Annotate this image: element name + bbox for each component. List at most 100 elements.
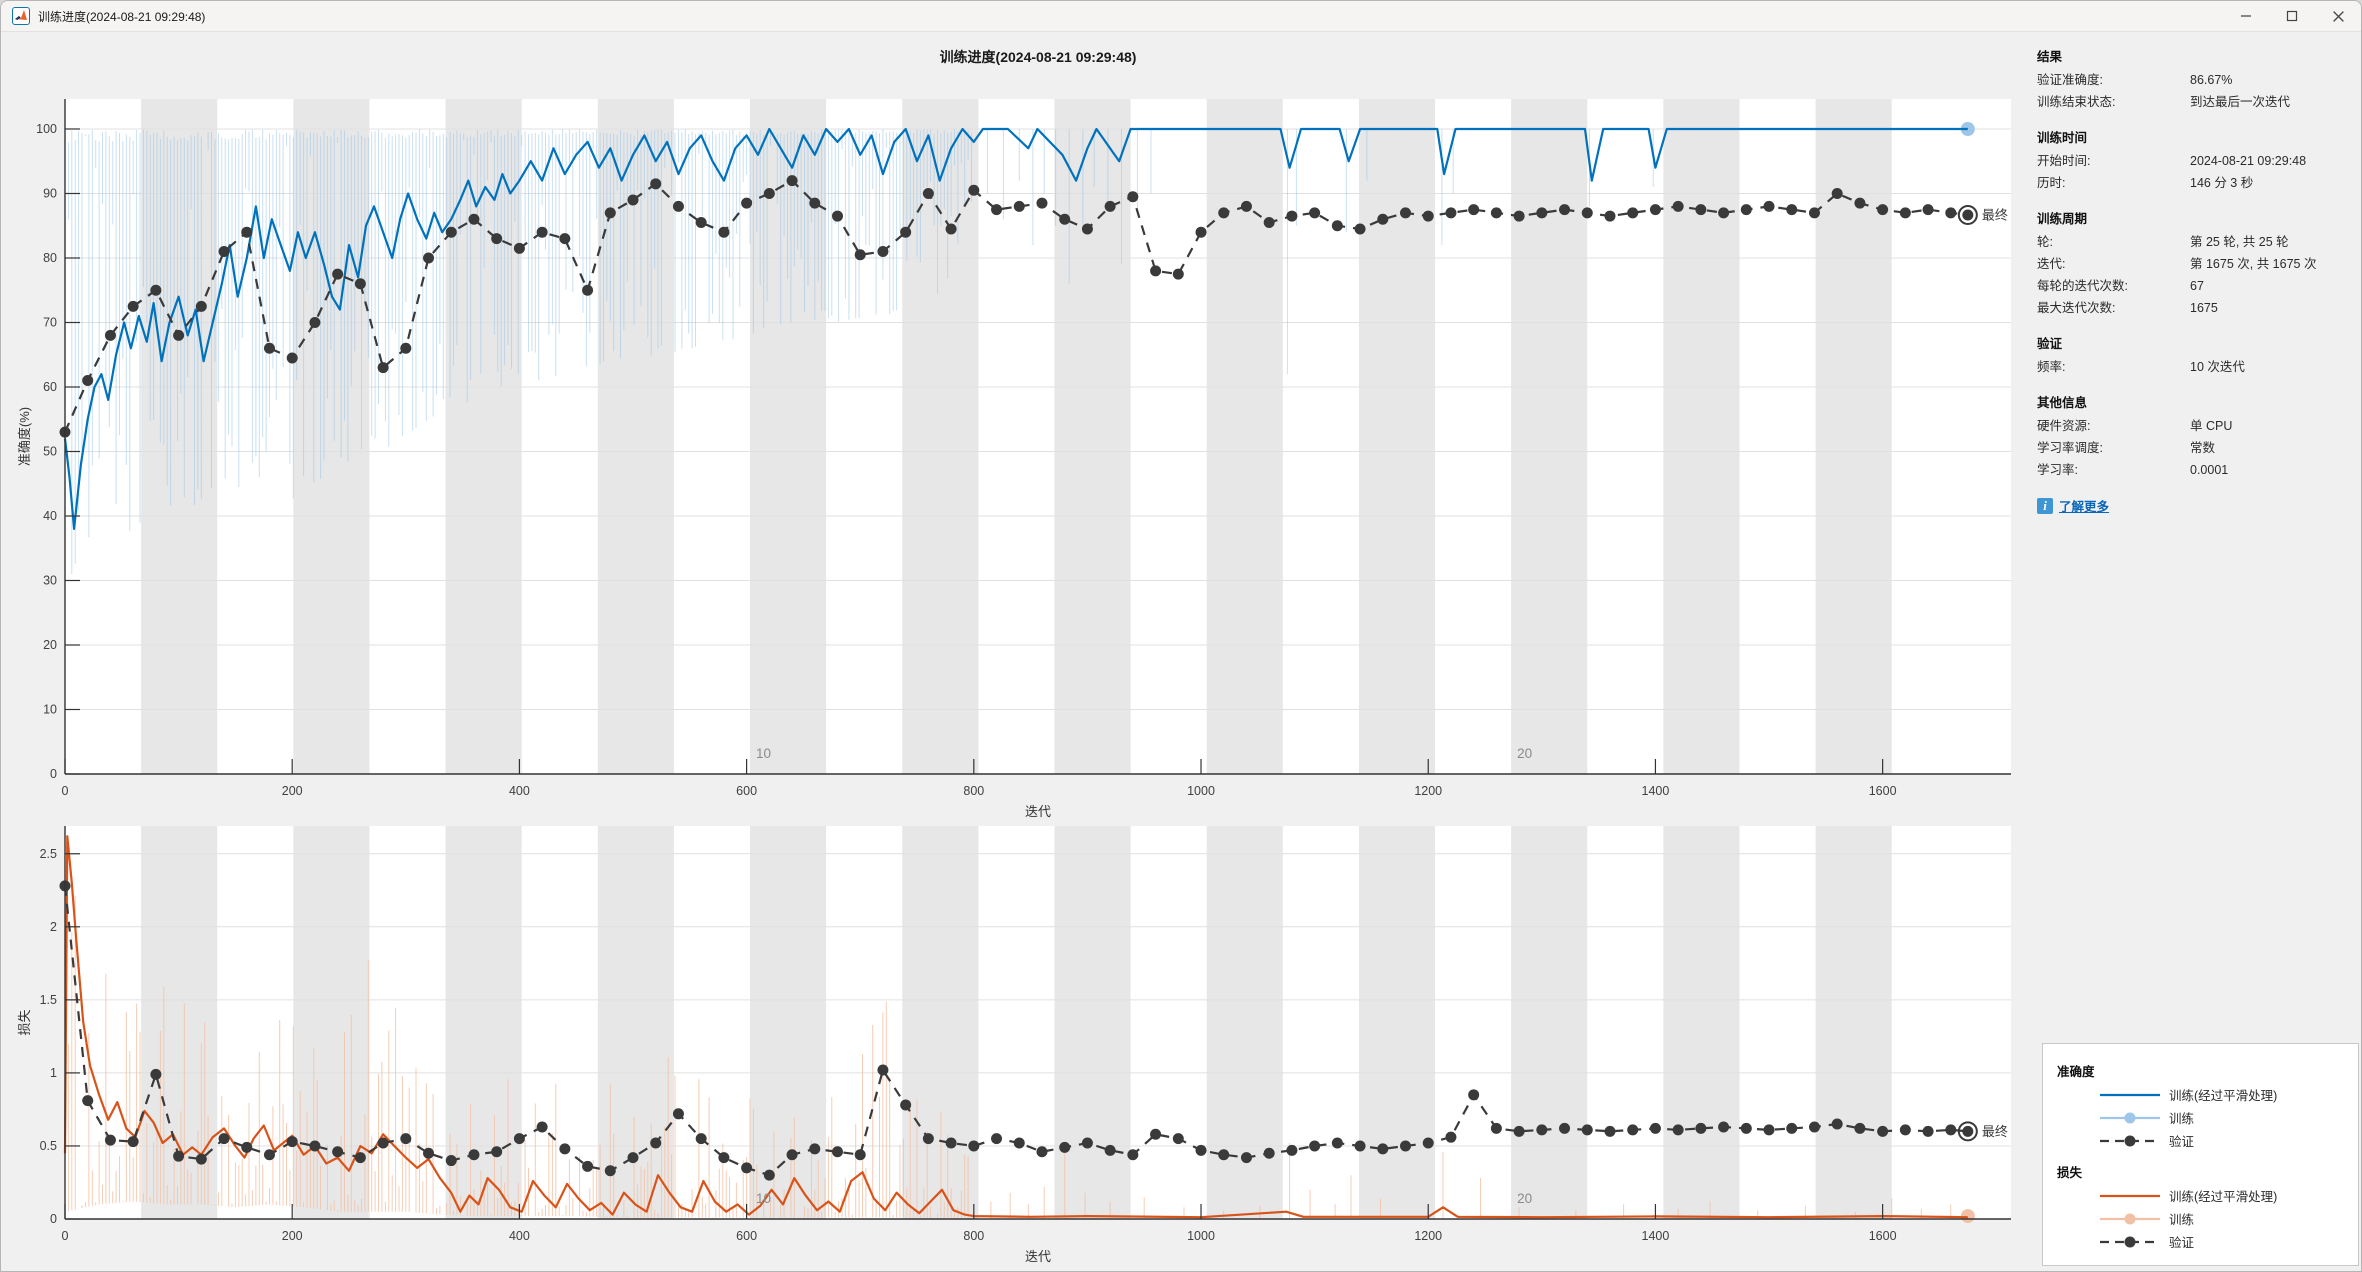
svg-text:0: 0 — [62, 784, 69, 798]
svg-text:最终: 最终 — [1982, 1124, 2008, 1139]
svg-text:迭代: 迭代 — [1025, 804, 1051, 819]
legend-item: 训练(经过平滑处理) — [2057, 1184, 2358, 1207]
panel-row-value: 到达最后一次迭代 — [2190, 95, 2291, 109]
minimize-button[interactable] — [2223, 2, 2269, 31]
svg-text:200: 200 — [282, 784, 303, 798]
svg-text:70: 70 — [43, 315, 57, 329]
legend-item: 训练 — [2057, 1207, 2358, 1230]
legend-item: 训练 — [2057, 1106, 2358, 1129]
panel-row-value: 10 次迭代 — [2190, 360, 2245, 374]
legend-swatch-dash-dot — [2100, 1236, 2160, 1247]
panel-row-value: 1675 — [2190, 301, 2218, 315]
panel-row-label: 训练结束状态: — [2037, 95, 2116, 109]
svg-text:2.5: 2.5 — [40, 847, 57, 861]
main-content: 0 200 400 600 800 1000 1200 1400 1600 0 10 20 30 40 50… — [1, 31, 2361, 1271]
svg-text:2: 2 — [50, 920, 57, 934]
panel-row-label: 硬件资源: — [2037, 419, 2091, 433]
panel-row-value: 第 1675 次, 共 1675 次 — [2190, 257, 2317, 271]
panel-row-value: 单 CPU — [2190, 419, 2233, 433]
legend-swatch-solid-dot — [2100, 1213, 2160, 1224]
svg-text:20: 20 — [1517, 746, 1532, 761]
svg-text:10: 10 — [43, 702, 57, 716]
legend-swatch-solid — [2100, 1093, 2160, 1096]
title-bar: 训练进度(2024-08-21 09:29:48) — [1, 1, 2361, 32]
svg-text:1.5: 1.5 — [40, 993, 57, 1007]
svg-text:80: 80 — [43, 251, 57, 265]
svg-text:1400: 1400 — [1642, 784, 1670, 798]
panel-row-label: 学习率调度: — [2037, 441, 2103, 455]
accuracy-chart: 0 200 400 600 800 1000 1200 1400 1600 0 10 20 30 40 50… — [17, 99, 2011, 819]
svg-text:迭代: 迭代 — [1025, 1249, 1051, 1264]
panel-row-value: 146 分 3 秒 — [2190, 176, 2254, 190]
svg-text:准确度(%): 准确度(%) — [17, 407, 32, 466]
svg-text:0.5: 0.5 — [40, 1139, 57, 1153]
legend-swatch-solid-dot — [2100, 1112, 2160, 1123]
minimize-icon — [2241, 15, 2251, 17]
panel-row-value: 2024-08-21 09:29:48 — [2190, 154, 2307, 168]
svg-text:20: 20 — [43, 638, 57, 652]
legend-group-header: 准确度 — [2057, 1065, 2095, 1079]
panel-row-label: 最大迭代次数: — [2037, 301, 2116, 315]
svg-text:损失: 损失 — [17, 1009, 32, 1035]
panel-row-label: 迭代: — [2037, 257, 2066, 271]
svg-text:1200: 1200 — [1414, 784, 1442, 798]
svg-text:10: 10 — [756, 746, 771, 761]
svg-text:0: 0 — [50, 767, 57, 781]
close-button[interactable] — [2315, 2, 2361, 31]
legend-item-label: 训练 — [2169, 1213, 2195, 1227]
svg-text:50: 50 — [43, 444, 57, 458]
panel-row: 训练结束状态: 到达最后一次迭代 — [2037, 91, 2359, 113]
panel-row-label: 学习率: — [2037, 463, 2078, 477]
close-icon — [2332, 10, 2344, 22]
panel-row: 学习率: 0.0001 — [2037, 459, 2359, 481]
legend-gap — [2057, 1152, 2358, 1162]
panel-section-header: 训练时间 — [2037, 131, 2088, 145]
legend-item-label: 训练(经过平滑处理) — [2169, 1190, 2278, 1204]
svg-text:1400: 1400 — [1642, 1229, 1670, 1243]
svg-text:60: 60 — [43, 380, 57, 394]
svg-text:800: 800 — [963, 1229, 984, 1243]
panel-row: 最大迭代次数: 1675 — [2037, 297, 2359, 319]
panel-row: 历时: 146 分 3 秒 — [2037, 172, 2359, 194]
panel-section-header: 验证 — [2037, 337, 2063, 351]
panel-section-header: 结果 — [2037, 50, 2063, 64]
svg-text:1200: 1200 — [1414, 1229, 1442, 1243]
panel-row-label: 历时: — [2037, 176, 2066, 190]
legend-item-label: 验证 — [2169, 1236, 2195, 1250]
legend-item: 训练(经过平滑处理) — [2057, 1083, 2358, 1106]
legend-item: 验证 — [2057, 1129, 2358, 1152]
panel-section-header: 其他信息 — [2037, 396, 2088, 410]
window-title: 训练进度(2024-08-21 09:29:48) — [38, 9, 206, 24]
svg-text:90: 90 — [43, 186, 57, 200]
svg-text:最终: 最终 — [1982, 207, 2008, 222]
svg-text:400: 400 — [509, 784, 530, 798]
panel-row-label: 验证准确度: — [2037, 73, 2103, 87]
svg-text:1600: 1600 — [1869, 1229, 1897, 1243]
svg-text:400: 400 — [509, 1229, 530, 1243]
svg-text:0: 0 — [50, 1212, 57, 1226]
info-icon: i — [2037, 497, 2053, 514]
learn-more-link[interactable]: 了解更多 — [2059, 500, 2110, 514]
maximize-button[interactable] — [2269, 2, 2315, 31]
svg-text:1600: 1600 — [1869, 784, 1897, 798]
panel-row-value: 常数 — [2190, 441, 2216, 455]
legend-swatch-solid — [2100, 1194, 2160, 1197]
panel-row: 验证准确度: 86.67% — [2037, 69, 2359, 91]
panel-row: 硬件资源: 单 CPU — [2037, 415, 2359, 437]
svg-text:40: 40 — [43, 509, 57, 523]
legend-item: 验证 — [2057, 1230, 2358, 1253]
legend-item-label: 训练 — [2169, 1112, 2195, 1126]
legend-box: 准确度 训练(经过平滑处理) 训练 验证 损失 训练(经过平滑处理) 训练 验证 — [2042, 1043, 2359, 1266]
panel-row-value: 第 25 轮, 共 25 轮 — [2190, 235, 2289, 249]
panel-row-label: 轮: — [2037, 235, 2053, 249]
panel-row-value: 67 — [2190, 279, 2204, 293]
matlab-icon — [12, 7, 30, 25]
legend-item-label: 训练(经过平滑处理) — [2169, 1089, 2278, 1103]
panel-row-label: 频率: — [2037, 360, 2066, 374]
panel-row-label: 开始时间: — [2037, 154, 2091, 168]
learn-more: i 了解更多 — [2037, 496, 2359, 515]
panel-row-value: 0.0001 — [2190, 463, 2229, 477]
panel-row: 开始时间: 2024-08-21 09:29:48 — [2037, 150, 2359, 172]
panel-row: 迭代: 第 1675 次, 共 1675 次 — [2037, 253, 2359, 275]
